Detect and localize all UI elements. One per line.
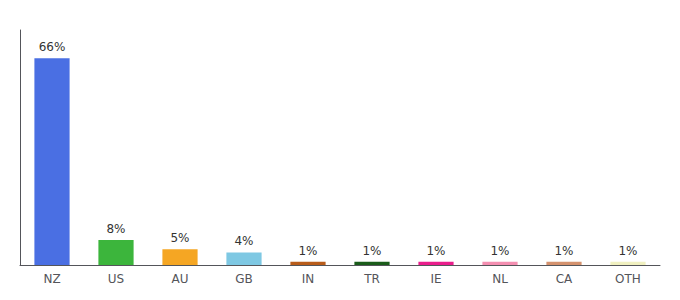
svg-text:66%: 66% [39,40,66,54]
svg-text:TR: TR [363,272,380,286]
svg-text:IE: IE [430,272,441,286]
svg-text:8%: 8% [106,222,125,236]
svg-text:CA: CA [556,272,573,286]
svg-text:1%: 1% [618,244,637,258]
svg-text:5%: 5% [170,231,189,245]
svg-text:1%: 1% [362,244,381,258]
svg-text:1%: 1% [554,244,573,258]
svg-text:1%: 1% [298,244,317,258]
svg-text:US: US [108,272,124,286]
svg-text:GB: GB [235,272,253,286]
svg-text:AU: AU [172,272,189,286]
svg-text:NZ: NZ [43,272,60,286]
svg-text:1%: 1% [490,244,509,258]
svg-text:NL: NL [492,272,508,286]
svg-text:IN: IN [302,272,315,286]
svg-text:OTH: OTH [615,272,641,286]
svg-text:1%: 1% [426,244,445,258]
svg-text:4%: 4% [234,234,253,248]
